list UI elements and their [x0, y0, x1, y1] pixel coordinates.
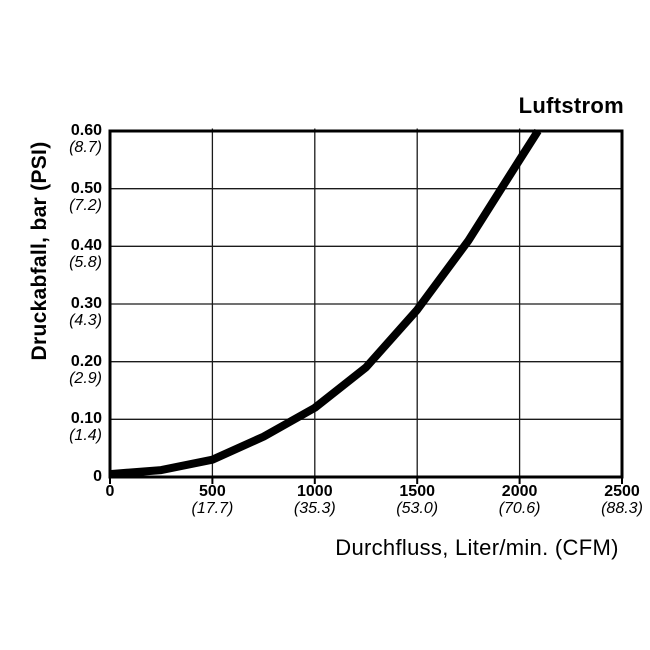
y-tick-label-secondary-unit: (5.8) — [69, 254, 102, 272]
y-tick-label: 0.10 (1.4) — [69, 410, 102, 445]
x-tick-label: 1000 (35.3) — [270, 483, 360, 518]
x-tick-label-secondary-unit: (53.0) — [396, 500, 439, 517]
y-tick-label-value: 0.40 — [70, 237, 102, 255]
pressure-drop-curve — [109, 128, 542, 479]
x-tick-label-value: 0 — [105, 483, 115, 500]
y-tick-label-value: 0.30 — [70, 295, 102, 312]
y-tick-label-value: 0.10 — [70, 410, 102, 428]
x-axis-label: Durchfluss, Liter/min. (CFM) — [335, 535, 619, 560]
x-tick-label: 2500 (88.3) — [577, 483, 650, 518]
x-tick-label-secondary-unit: (70.6) — [498, 500, 541, 517]
y-tick-label-secondary-unit: (2.9) — [69, 369, 102, 387]
y-tick-label: 0.30 (4.3) — [69, 295, 102, 330]
y-tick-label-value: 0.20 — [70, 352, 102, 370]
y-tick-label-secondary-unit: (7.2) — [69, 196, 102, 214]
x-tick-label-secondary-unit: (17.7) — [191, 500, 234, 517]
chart-title: Luftstrom — [518, 93, 624, 118]
x-tick-label-value: 1000 — [297, 483, 333, 500]
y-tick-label: 0.20 (2.9) — [69, 352, 102, 387]
y-tick-label-value: 0.60 — [70, 122, 102, 139]
y-tick-label-secondary-unit: (4.3) — [69, 312, 102, 329]
x-tick-label-value: 2000 — [501, 483, 538, 500]
y-tick-label-value: 0.50 — [70, 179, 102, 197]
y-tick-label-secondary-unit: (8.7) — [69, 139, 102, 156]
x-tick-label-secondary-unit: (88.3) — [601, 500, 643, 517]
y-tick-label: 0 — [93, 469, 102, 485]
x-tick-label: 500 (17.7) — [167, 483, 257, 518]
x-tick-label-secondary-unit: (35.3) — [293, 500, 336, 517]
y-tick-label: 0.50 (7.2) — [69, 179, 102, 214]
y-tick-label-value: 0 — [93, 468, 102, 485]
y-tick-label: 0.40 (5.8) — [69, 237, 102, 272]
x-tick-label: 2000 (70.6) — [475, 483, 565, 518]
x-tick-label-value: 500 — [199, 483, 226, 500]
x-tick-label-value: 1500 — [399, 483, 435, 500]
plot-border — [108, 129, 624, 479]
x-tick-label: 0 — [65, 484, 155, 500]
y-tick-label: 0.60 (8.7) — [69, 122, 102, 157]
x-tick-label-value: 2500 — [604, 483, 640, 500]
y-tick-label-secondary-unit: (1.4) — [69, 427, 102, 445]
x-tick-label: 1500 (53.0) — [372, 483, 462, 518]
